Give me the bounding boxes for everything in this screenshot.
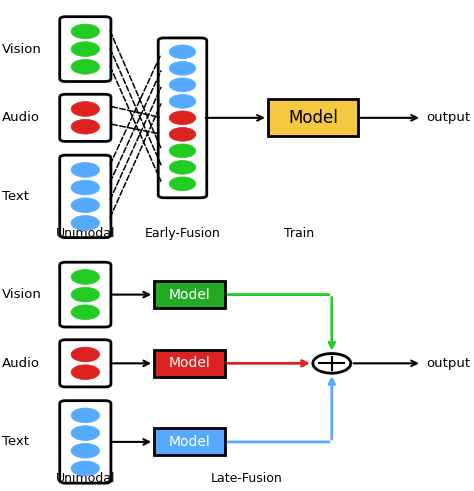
Circle shape — [71, 270, 100, 284]
FancyBboxPatch shape — [154, 281, 225, 308]
Circle shape — [71, 119, 100, 134]
Circle shape — [169, 161, 196, 174]
Circle shape — [169, 144, 196, 158]
FancyBboxPatch shape — [154, 428, 225, 456]
Text: Audio: Audio — [2, 357, 40, 370]
Text: Model: Model — [288, 109, 338, 127]
FancyBboxPatch shape — [60, 340, 111, 387]
Circle shape — [313, 354, 351, 373]
Circle shape — [71, 59, 100, 74]
Circle shape — [71, 42, 100, 56]
Circle shape — [169, 177, 196, 191]
Circle shape — [71, 163, 100, 177]
FancyBboxPatch shape — [154, 350, 225, 377]
Text: Unimodal: Unimodal — [55, 472, 115, 485]
Text: Text: Text — [2, 190, 29, 203]
Circle shape — [71, 426, 100, 440]
Text: output: output — [427, 111, 471, 124]
Circle shape — [169, 45, 196, 59]
Circle shape — [169, 78, 196, 92]
FancyBboxPatch shape — [60, 401, 111, 483]
Circle shape — [71, 102, 100, 116]
Circle shape — [71, 365, 100, 380]
FancyBboxPatch shape — [60, 94, 111, 141]
Circle shape — [71, 287, 100, 302]
Text: output: output — [427, 357, 471, 370]
Circle shape — [71, 347, 100, 362]
Text: Text: Text — [2, 436, 29, 448]
Circle shape — [169, 128, 196, 141]
Circle shape — [169, 94, 196, 108]
Text: Model: Model — [169, 356, 210, 370]
Circle shape — [71, 461, 100, 476]
Circle shape — [71, 408, 100, 423]
FancyBboxPatch shape — [60, 17, 111, 82]
Text: Model: Model — [169, 435, 210, 449]
FancyBboxPatch shape — [158, 38, 207, 198]
FancyBboxPatch shape — [60, 155, 111, 238]
Circle shape — [71, 198, 100, 213]
Circle shape — [71, 443, 100, 458]
Text: Vision: Vision — [2, 43, 42, 55]
FancyBboxPatch shape — [268, 100, 358, 136]
Text: Train: Train — [283, 227, 314, 240]
Circle shape — [71, 24, 100, 39]
Text: Model: Model — [169, 288, 210, 301]
Circle shape — [169, 61, 196, 75]
Text: Audio: Audio — [2, 111, 40, 124]
Text: Vision: Vision — [2, 288, 42, 301]
Circle shape — [71, 216, 100, 230]
Text: Early-Fusion: Early-Fusion — [145, 227, 220, 240]
Text: Late-Fusion: Late-Fusion — [210, 472, 283, 485]
FancyBboxPatch shape — [60, 262, 111, 327]
Circle shape — [71, 180, 100, 195]
Circle shape — [71, 305, 100, 320]
Circle shape — [169, 111, 196, 125]
Text: Unimodal: Unimodal — [55, 227, 115, 240]
